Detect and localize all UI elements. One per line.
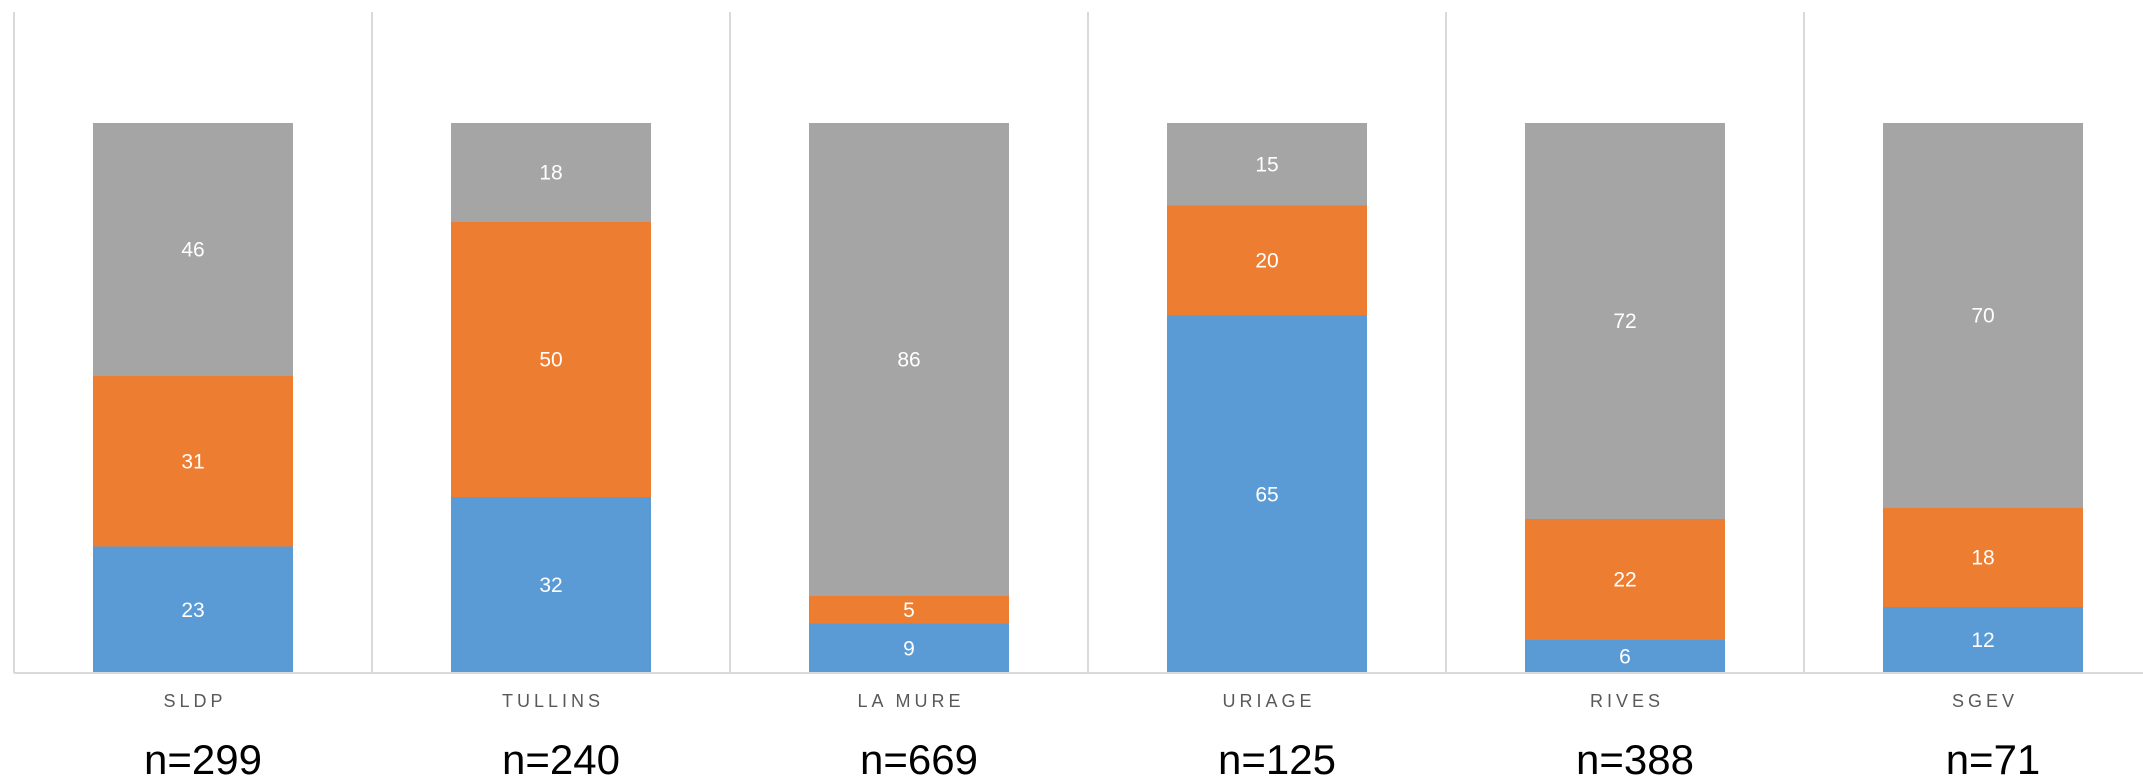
bar-segment-sgev-series-2 <box>1883 508 2083 607</box>
bar-segment-uriage-series-3 <box>1167 123 1367 206</box>
data-label-sgev-series-2: 18 <box>1971 547 1994 570</box>
bar-segment-rives-series-1 <box>1525 640 1725 673</box>
bar-segment-sgev-series-3 <box>1883 123 2083 508</box>
data-label-uriage-series-2: 20 <box>1255 250 1278 273</box>
data-label-sldp-series-2: 31 <box>181 450 204 473</box>
bar-segment-la-mure-series-1 <box>809 623 1009 673</box>
data-label-uriage-series-1: 65 <box>1255 483 1278 506</box>
bar-segment-uriage-series-1 <box>1167 315 1367 673</box>
bar-segment-tullins-series-1 <box>451 497 651 673</box>
sample-size-labels: n=299 n=240 n=669 n=125 n=388 n=71 <box>144 736 2040 781</box>
data-label-la-mure-series-1: 9 <box>903 637 915 660</box>
sample-size-uriage: n=125 <box>1218 736 1336 781</box>
sample-size-rives: n=388 <box>1576 736 1694 781</box>
bar-segment-la-mure-series-2 <box>809 596 1009 624</box>
category-labels: SLDP TULLINS LA MURE URIAGE RIVES SGEV <box>163 691 2018 711</box>
bar-segment-uriage-series-2 <box>1167 205 1367 316</box>
data-label-la-mure-series-3: 86 <box>897 349 920 372</box>
category-label-sldp: SLDP <box>163 691 226 711</box>
bar-segment-rives-series-3 <box>1525 123 1725 519</box>
category-label-rives: RIVES <box>1590 691 1664 711</box>
data-label-rives-series-1: 6 <box>1619 646 1631 669</box>
bar-segment-sldp-series-3 <box>93 123 293 376</box>
data-label-la-mure-series-2: 5 <box>903 599 915 622</box>
data-label-tullins-series-1: 32 <box>539 574 562 597</box>
data-label-sldp-series-1: 23 <box>181 599 204 622</box>
data-label-tullins-series-2: 50 <box>539 349 562 372</box>
bar-segment-la-mure-series-3 <box>809 123 1009 596</box>
bar-segment-tullins-series-2 <box>451 222 651 497</box>
data-label-sgev-series-1: 12 <box>1971 629 1994 652</box>
category-separators <box>13 12 1805 673</box>
bar-segment-sgev-series-1 <box>1883 607 2083 673</box>
data-label-uriage-series-3: 15 <box>1255 153 1278 176</box>
sample-size-sgev: n=71 <box>1946 736 2041 781</box>
bar-area: 23 31 46 32 50 18 9 5 86 65 20 15 6 22 72 12 18 70 <box>93 123 2083 673</box>
sample-size-la-mure: n=669 <box>860 736 978 781</box>
data-label-sgev-series-3: 70 <box>1971 305 1994 328</box>
category-label-la-mure: LA MURE <box>857 691 964 711</box>
category-label-sgev: SGEV <box>1952 691 2018 711</box>
bar-segment-sldp-series-2 <box>93 376 293 547</box>
category-label-tullins: TULLINS <box>502 691 604 711</box>
sample-size-sldp: n=299 <box>144 736 262 781</box>
sample-size-tullins: n=240 <box>502 736 620 781</box>
data-label-tullins-series-3: 18 <box>539 162 562 185</box>
category-label-uriage: URIAGE <box>1222 691 1315 711</box>
bar-segment-tullins-series-3 <box>451 123 651 222</box>
data-label-sldp-series-3: 46 <box>181 239 204 262</box>
bar-segment-sldp-series-1 <box>93 546 293 673</box>
bar-segment-rives-series-2 <box>1525 519 1725 640</box>
data-label-rives-series-2: 22 <box>1613 569 1636 592</box>
data-label-rives-series-3: 72 <box>1613 310 1636 333</box>
